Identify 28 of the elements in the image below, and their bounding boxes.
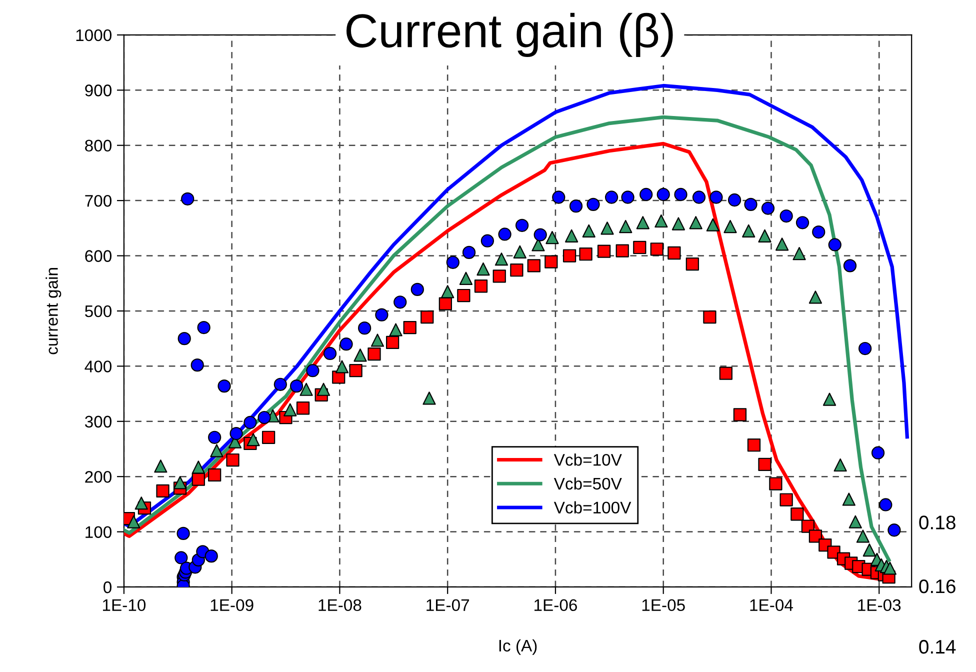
x-tick-label: 1E-10 xyxy=(102,599,146,612)
y-tick-label: 900 xyxy=(85,84,112,96)
text: 0.16 xyxy=(919,579,956,594)
text: 0.18 xyxy=(919,516,956,530)
x-tick-label: 1E-03 xyxy=(858,599,901,612)
y-axis-title: current gain xyxy=(46,268,62,354)
y-tick-label: 700 xyxy=(85,194,112,207)
x-tick-label: 1E-08 xyxy=(318,599,362,612)
x-tick-label: 1E-07 xyxy=(426,599,469,612)
y-tick-label: 300 xyxy=(84,416,112,428)
y-tick-label: 500 xyxy=(85,305,112,318)
x-axis-title: Ic (A) xyxy=(499,639,537,655)
text: 0.14 xyxy=(919,640,956,654)
y-tick-label: 100 xyxy=(86,526,112,538)
y-tick-label: 1000 xyxy=(76,29,112,42)
chart-title: Current gain (β) xyxy=(346,12,673,57)
y-tick-label: 600 xyxy=(85,250,112,262)
legend-label: Vcb=10V xyxy=(554,454,622,466)
x-tick-label: 1E-05 xyxy=(642,599,685,612)
y-tick-label: 800 xyxy=(85,140,112,152)
y-tick-label: 400 xyxy=(84,360,112,372)
y-tick-label: 0 xyxy=(104,581,112,594)
x-tick-label: 1E-06 xyxy=(534,599,577,612)
x-tick-label: 1E-04 xyxy=(750,599,793,612)
x-tick-label: 1E-09 xyxy=(210,599,254,612)
legend-label: Vcb=50V xyxy=(554,477,622,490)
y-tick-label: 200 xyxy=(85,470,112,483)
legend-label: Vcb=100V xyxy=(554,501,632,514)
